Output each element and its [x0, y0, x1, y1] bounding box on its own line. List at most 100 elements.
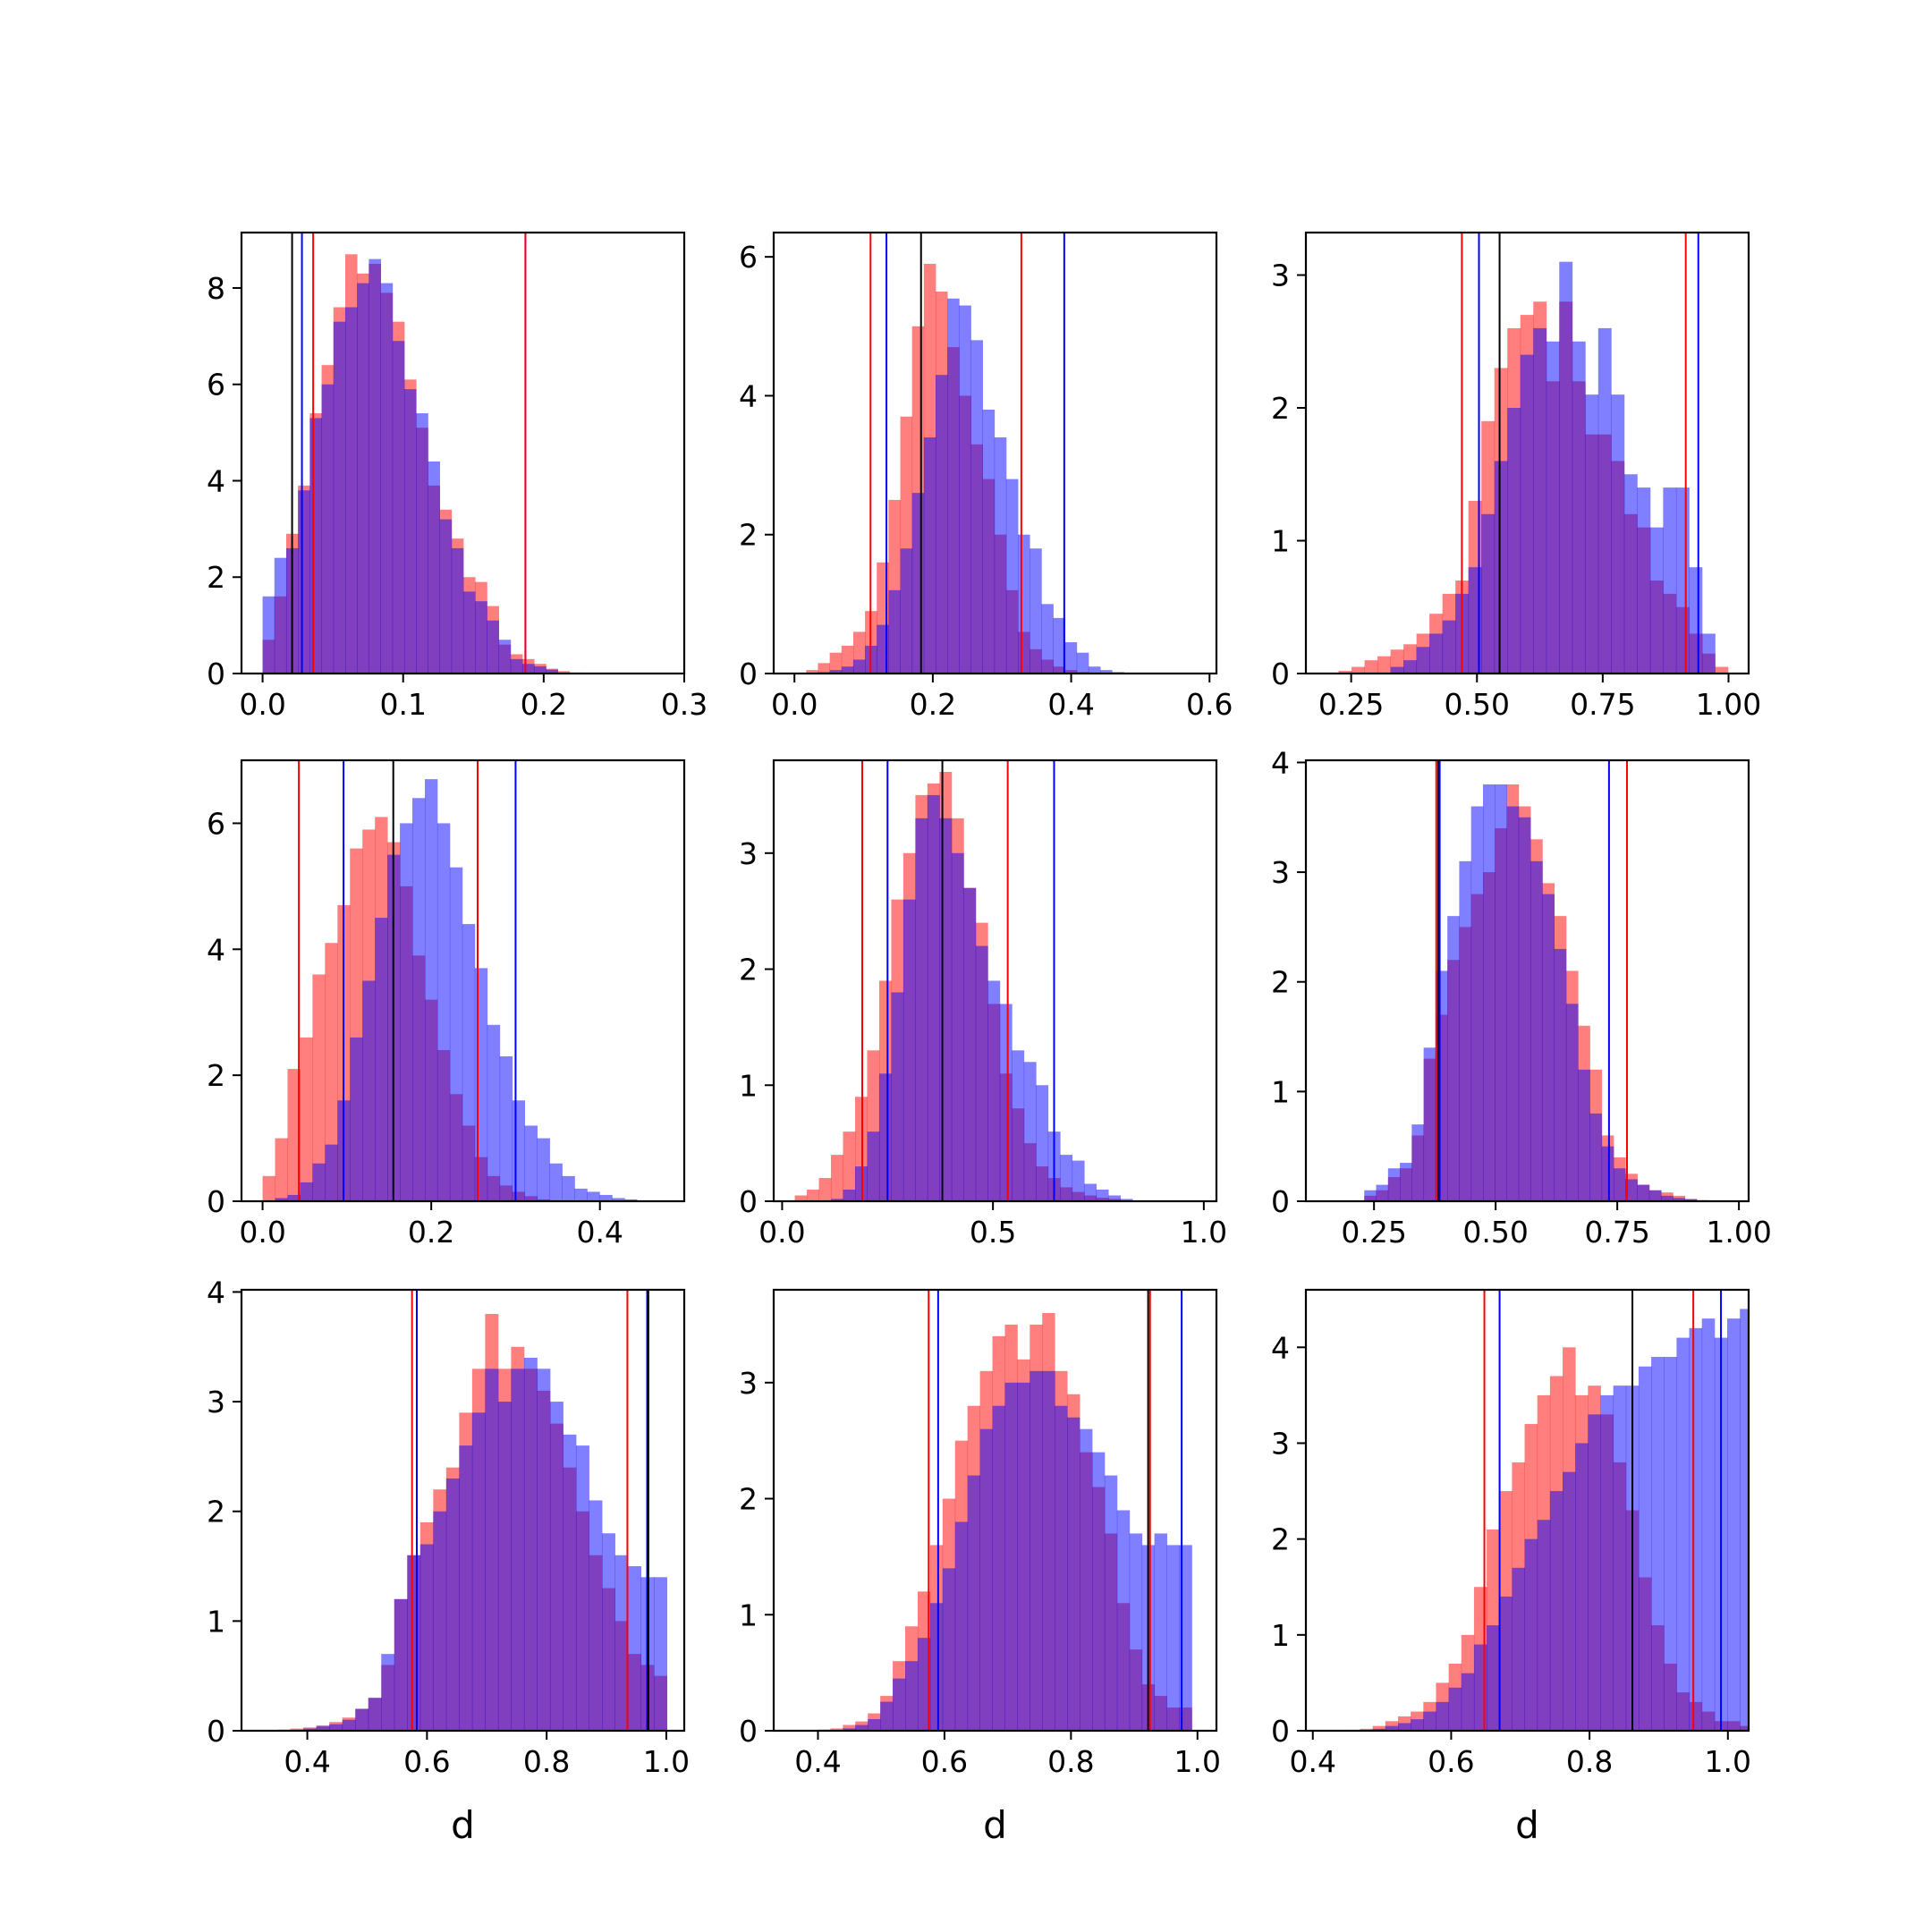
blue-histogram-bar	[549, 1163, 563, 1201]
blue-histogram-bar	[1004, 1382, 1018, 1731]
x-tick-label: 0.4	[794, 1744, 841, 1779]
y-tick-label: 2	[1271, 1522, 1290, 1557]
red-histogram-bar	[830, 1728, 843, 1731]
axes-frame	[240, 1288, 686, 1733]
blue-histogram-bar	[841, 666, 854, 674]
x-tick-label: 0.75	[1570, 687, 1635, 722]
blue-histogram-bar	[471, 1412, 486, 1731]
blue-histogram-bar	[436, 823, 451, 1201]
blue-histogram-bar	[911, 493, 925, 674]
y-tick-label: 2	[207, 1058, 225, 1093]
x-tick-label: 0.25	[1318, 687, 1384, 722]
y-tick-label: 0	[1271, 1184, 1290, 1219]
x-tick-label: 1.0	[1705, 1744, 1751, 1779]
blue-histogram-bar	[1701, 1318, 1716, 1731]
blue-histogram-bar	[1018, 534, 1030, 674]
plot-area	[262, 760, 650, 1201]
axes-frame	[1304, 1288, 1750, 1733]
blue-histogram-bar	[1385, 1725, 1399, 1731]
blue-histogram-bar	[1067, 1417, 1080, 1731]
blue-histogram-bar	[1676, 1337, 1690, 1731]
histogram-panel-5: 0.0 0.5 1.0 0 1 2 3	[739, 758, 1227, 1250]
blue-histogram-bar	[979, 1428, 993, 1731]
blue-histogram-bar	[1088, 666, 1101, 674]
red-histogram-bar	[843, 1131, 856, 1201]
blue-histogram-bar	[855, 1724, 869, 1731]
red-histogram-bar	[831, 1155, 843, 1201]
axes-frame	[772, 1288, 1218, 1733]
blue-histogram-bar	[537, 1368, 551, 1731]
y-tick-label: 3	[739, 836, 758, 871]
y-tick-label: 0	[739, 1714, 758, 1749]
blue-histogram-bar	[1549, 1491, 1563, 1731]
plot-area	[1338, 233, 1729, 674]
plot-area	[1347, 1290, 1749, 1731]
blue-histogram-bar	[574, 1188, 588, 1201]
red-histogram-bar	[275, 1138, 288, 1201]
red-histogram-bar	[1377, 656, 1392, 674]
blue-histogram-bar	[905, 1661, 919, 1731]
blue-histogram-bar	[1637, 1184, 1650, 1201]
blue-histogram-bar	[497, 1402, 512, 1731]
blue-histogram-bar	[1064, 642, 1078, 674]
histogram-panel-1: 0.0 0.1 0.2 0.3 0 2 4 6 8	[207, 231, 708, 722]
x-tick-label: 1.00	[1696, 687, 1761, 722]
blue-histogram-bar	[867, 1131, 880, 1201]
blue-histogram-bar	[1675, 487, 1690, 674]
blue-histogram-bar	[439, 519, 453, 674]
blue-histogram-bar	[1651, 1357, 1665, 1731]
blue-histogram-bar	[1411, 1719, 1424, 1731]
blue-histogram-bar	[951, 852, 964, 1201]
blue-histogram-bar	[942, 1568, 956, 1731]
x-tick-label: 0.4	[1047, 687, 1094, 722]
y-tick-label: 3	[1271, 258, 1290, 293]
y-tick-label: 0	[739, 1184, 758, 1219]
blue-histogram-bar	[1542, 894, 1555, 1201]
blue-histogram-bar	[521, 664, 535, 674]
blue-histogram-bar	[1084, 1183, 1097, 1201]
x-tick-label: 0.75	[1584, 1215, 1649, 1250]
blue-histogram-bar	[1416, 647, 1430, 674]
blue-histogram-bar	[369, 258, 381, 674]
blue-histogram-bar	[1390, 666, 1404, 674]
x-axis-label: d	[983, 1803, 1007, 1847]
blue-histogram-bar	[416, 413, 428, 674]
red-histogram-bar	[806, 670, 818, 674]
blue-histogram-bar	[537, 1138, 550, 1201]
histogram-panel-9: 0.4 0.6 0.8 1.0 0 1 2 3 4 d	[1271, 1288, 1751, 1847]
y-tick-label: 4	[1271, 745, 1290, 780]
blue-histogram-bar	[1512, 1567, 1525, 1731]
y-tick-label: 3	[1271, 1426, 1290, 1461]
x-tick-label: 0.4	[1289, 1744, 1335, 1779]
blue-histogram-bar	[1483, 784, 1496, 1201]
y-tick-label: 1	[739, 1068, 758, 1103]
blue-histogram-bar	[1600, 1394, 1614, 1731]
blue-histogram-bar	[1017, 1382, 1030, 1731]
blue-histogram-bar	[893, 1678, 906, 1731]
blue-histogram-bar	[987, 980, 1001, 1201]
blue-histogram-bar	[357, 283, 369, 674]
x-tick-label: 0.0	[771, 687, 818, 722]
blue-histogram-bar	[1423, 1711, 1436, 1731]
y-tick-label: 2	[739, 953, 758, 987]
blue-histogram-bar	[1585, 394, 1599, 674]
red-histogram-bar	[1715, 666, 1729, 674]
x-axis-label: d	[1515, 1803, 1539, 1847]
blue-histogram-bar	[1055, 1405, 1068, 1731]
blue-histogram-bar	[1537, 1520, 1551, 1731]
axes-frame	[772, 231, 1218, 675]
blue-histogram-bar	[1530, 860, 1543, 1201]
red-histogram-bar	[290, 1728, 304, 1731]
y-tick-label: 4	[1271, 1330, 1290, 1365]
blue-histogram-bar	[424, 779, 438, 1201]
blue-histogram-bar	[1563, 1471, 1576, 1731]
blue-histogram-bar	[1565, 1004, 1579, 1201]
plot-area	[818, 1290, 1192, 1731]
blue-histogram-bar	[1423, 1047, 1436, 1201]
red-histogram-bar	[1364, 660, 1378, 674]
blue-histogram-bar	[975, 945, 988, 1201]
blue-histogram-bar	[1429, 633, 1444, 674]
y-tick-label: 0	[739, 657, 758, 691]
blue-histogram-bar	[923, 437, 936, 674]
blue-histogram-bar	[1005, 479, 1019, 674]
